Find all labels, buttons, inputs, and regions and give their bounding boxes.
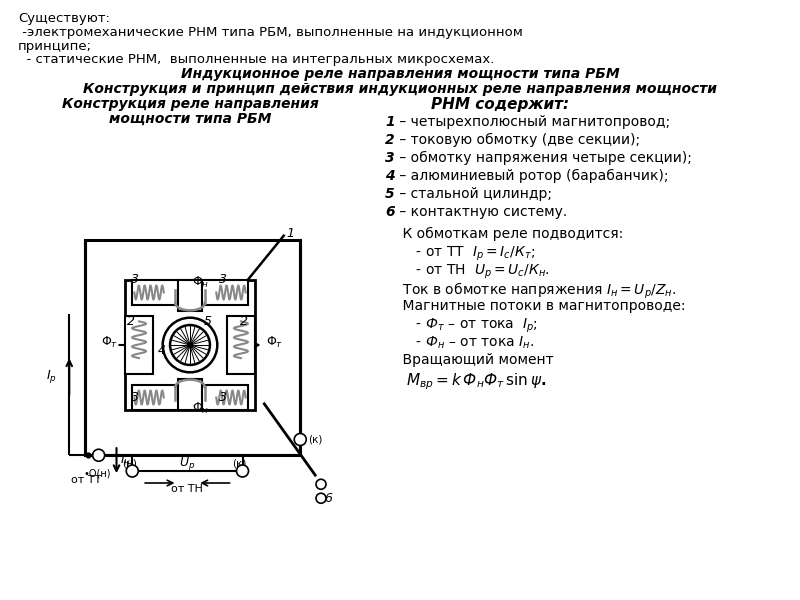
Text: 2: 2	[240, 316, 248, 328]
Circle shape	[187, 343, 193, 347]
Bar	[125, 316, 154, 374]
Text: 6: 6	[324, 492, 332, 505]
Text: 3: 3	[131, 274, 139, 286]
Text: – токовую обмотку (две секции);: – токовую обмотку (две секции);	[395, 133, 640, 147]
Text: - статические РНМ,  выполненные на интегральных микросхемах.: - статические РНМ, выполненные на интегр…	[18, 53, 494, 66]
Circle shape	[316, 493, 326, 503]
Text: принципе;: принципе;	[18, 40, 92, 53]
Text: 3: 3	[385, 151, 394, 165]
Bar	[85, 240, 300, 455]
Text: $I_р$: $I_р$	[46, 368, 58, 385]
Text: Магнитные потоки в магнитопроводе:: Магнитные потоки в магнитопроводе:	[385, 299, 686, 313]
Text: $Φ_н$: $Φ_н$	[192, 400, 210, 416]
Text: Индукционное реле направления мощности типа РБМ: Индукционное реле направления мощности т…	[181, 67, 619, 81]
Text: 2: 2	[127, 316, 135, 328]
Text: Вращающий момент: Вращающий момент	[385, 353, 554, 367]
Text: – алюминиевый ротор (барабанчик);: – алюминиевый ротор (барабанчик);	[395, 169, 669, 183]
Text: 5: 5	[385, 187, 394, 201]
Text: 4: 4	[158, 344, 166, 357]
Text: мощности типа РБМ: мощности типа РБМ	[109, 112, 271, 126]
Text: – стальной цилиндр;: – стальной цилиндр;	[395, 187, 552, 201]
Text: 5: 5	[204, 316, 212, 328]
Circle shape	[170, 325, 210, 365]
Text: 1: 1	[286, 227, 294, 241]
Text: Существуют:: Существуют:	[18, 12, 110, 25]
Bar	[178, 280, 202, 311]
Text: 6: 6	[385, 205, 394, 219]
Text: -электромеханические РНМ типа РБМ, выполненные на индукционном: -электромеханические РНМ типа РБМ, выпол…	[18, 26, 523, 39]
Text: - от ТТ  $I_р = I_с /К_т$;: - от ТТ $I_р = I_с /К_т$;	[385, 245, 535, 263]
Bar	[132, 280, 248, 305]
Text: 2: 2	[385, 133, 394, 147]
Text: РНМ содержит:: РНМ содержит:	[431, 97, 569, 112]
Bar	[226, 316, 255, 374]
Text: (н): (н)	[122, 459, 137, 469]
Bar	[178, 379, 202, 410]
Text: – четырехполюсный магнитопровод;: – четырехполюсный магнитопровод;	[395, 115, 670, 129]
Text: – контактную систему.: – контактную систему.	[395, 205, 567, 219]
Text: $M_{вр} = k\, Ф_н Ф_т\, \sin\psi$.: $M_{вр} = k\, Ф_н Ф_т\, \sin\psi$.	[385, 371, 546, 392]
Text: 3: 3	[219, 274, 227, 286]
Circle shape	[126, 465, 138, 477]
Text: – обмотку напряжения четыре секции);: – обмотку напряжения четыре секции);	[395, 151, 692, 165]
Text: от ТТ: от ТТ	[71, 475, 102, 485]
Text: Ток в обмотке напряжения $I_н = U_р/Z_н$.: Ток в обмотке напряжения $I_н = U_р/Z_н$…	[385, 281, 677, 301]
Text: $U_р$: $U_р$	[179, 455, 195, 472]
Text: 1: 1	[385, 115, 394, 129]
Text: $Φ_н$: $Φ_н$	[192, 274, 210, 290]
Text: от ТН: от ТН	[171, 484, 203, 494]
Text: - $Ф_т$ – от тока  $I_р$;: - $Ф_т$ – от тока $I_р$;	[385, 317, 538, 335]
Text: $Φ_т$: $Φ_т$	[101, 335, 118, 350]
Text: •О(н): •О(н)	[83, 468, 110, 478]
Text: 3: 3	[131, 391, 139, 404]
Text: - $Ф_н$ – от тока $I_н$.: - $Ф_н$ – от тока $I_н$.	[385, 335, 534, 352]
Text: Конструкция и принцип действия индукционных реле направления мощности: Конструкция и принцип действия индукцион…	[83, 82, 717, 96]
Text: 4: 4	[385, 169, 394, 183]
Circle shape	[162, 318, 218, 372]
Text: 3: 3	[219, 391, 227, 404]
Circle shape	[93, 449, 105, 461]
Bar	[132, 385, 248, 410]
Circle shape	[294, 433, 306, 445]
Text: $Φ_т$: $Φ_т$	[266, 335, 283, 350]
Text: (к): (к)	[232, 459, 246, 469]
Text: (к): (к)	[308, 434, 322, 445]
Text: - от ТН  $U_р = U_с/К_н$.: - от ТН $U_р = U_с/К_н$.	[385, 263, 550, 281]
Bar	[125, 280, 255, 410]
Circle shape	[237, 465, 249, 477]
Text: К обмоткам реле подводится:: К обмоткам реле подводится:	[385, 227, 623, 241]
Text: Конструкция реле направления: Конструкция реле направления	[62, 97, 318, 111]
Text: $I_н$: $I_н$	[121, 453, 131, 468]
Circle shape	[316, 479, 326, 489]
